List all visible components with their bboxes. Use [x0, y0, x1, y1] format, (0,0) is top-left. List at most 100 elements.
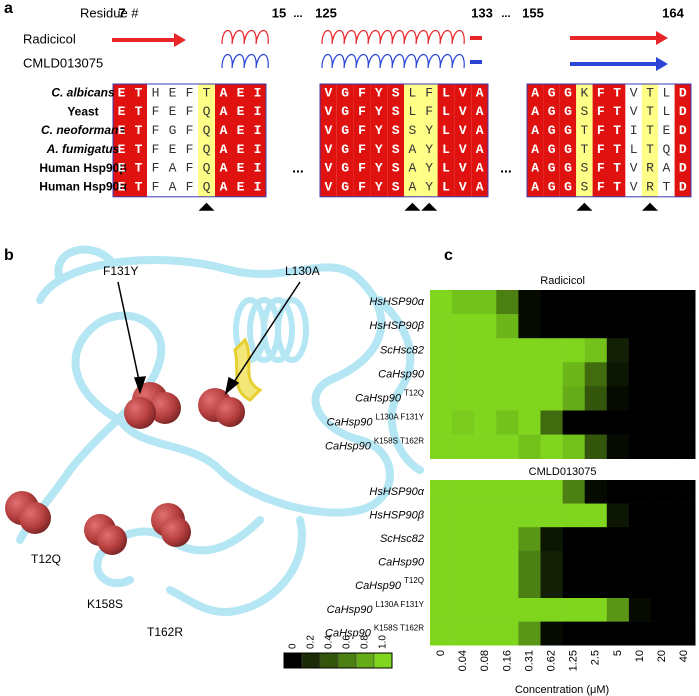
heatmap-cell: [518, 434, 541, 459]
heatmap-cell: [430, 480, 453, 504]
heatmap-cell: [452, 290, 475, 315]
alignment-cell: [249, 84, 266, 197]
heatmap-cell: [474, 290, 497, 315]
heatmap-cell: [628, 550, 652, 575]
heatmap-cell: [518, 621, 541, 646]
helix: [221, 53, 269, 69]
x-tick-label: 0.04: [457, 650, 469, 671]
alignment-cell: [232, 84, 249, 197]
conserved-arrow: [576, 202, 593, 211]
x-tick-label: 2.5: [590, 650, 602, 665]
heatmap-cell: [673, 338, 696, 363]
heatmap-cell: [651, 338, 674, 363]
heatmap-cell: [651, 410, 674, 435]
heatmap-cell: [628, 314, 652, 339]
colorbar-block: [355, 652, 375, 669]
row-name: HsHSP90α: [369, 486, 424, 498]
heatmap-cell: [606, 314, 630, 339]
heatmap-cell: [651, 550, 674, 575]
heatmap-cell: [452, 386, 475, 411]
heatmap-cell: [651, 386, 674, 411]
heatmap-cell: [562, 574, 585, 599]
row-label: ScHsc82: [380, 344, 424, 356]
mutation-label: F131Y: [103, 264, 138, 278]
alignment-cell: [609, 84, 626, 197]
heatmap-cell: [540, 434, 563, 459]
heatmap-cell: [474, 362, 497, 387]
row-label: HsHSP90β: [369, 509, 424, 521]
alignment-border: [112, 83, 267, 198]
heatmap-cell: [584, 598, 608, 622]
heatmap-cell: [540, 598, 563, 622]
alignment-cell: [543, 84, 560, 197]
heatmap-cell: [673, 527, 696, 552]
alignment-cell: [641, 84, 659, 197]
heatmap-cell: [606, 410, 630, 435]
heatmap-cell: [430, 290, 453, 315]
heatmap-cell: [452, 503, 475, 528]
colorbar-block: [337, 652, 357, 669]
species-name: C. albicans: [51, 86, 115, 100]
colorbar-block: [283, 652, 303, 669]
heatmap-cell: [584, 410, 608, 435]
colorbar-label: 1.0: [378, 635, 389, 649]
row-name: ScHsc82: [380, 533, 424, 545]
heatmap-cell: [540, 574, 563, 599]
separator: ...: [500, 159, 512, 175]
conserved-arrow: [404, 202, 421, 211]
heatmap-cell: [518, 503, 541, 528]
heatmap-cell: [562, 434, 585, 459]
row-mutation: K158S T162R: [374, 437, 424, 446]
heatmap-cell: [540, 550, 563, 575]
row-name: HsHSP90α: [369, 296, 424, 308]
row-label: CaHsp90 K158S T162R: [325, 624, 424, 640]
residue-number: 164: [662, 5, 684, 20]
heatmap-cell: [673, 621, 696, 646]
alignment-cell: [181, 84, 198, 197]
alignment-cell: [658, 84, 675, 197]
row-mutation: L130A F131Y: [376, 413, 425, 422]
heatmap-cell: [430, 503, 453, 528]
row-label: CaHsp90 L130A F131Y: [327, 600, 425, 616]
heatmap-title: CMLD013075: [529, 466, 597, 478]
row-name: ScHsc82: [380, 344, 424, 356]
heatmap-cell: [651, 434, 674, 459]
heatmap-cell: [540, 480, 563, 504]
heatmap-cell: [474, 338, 497, 363]
alignment-cell: [320, 84, 337, 197]
heatmap-cell: [496, 550, 519, 575]
colorbar-label: 0.4: [324, 635, 335, 649]
heatmap-cell: [606, 598, 630, 622]
heatmap-cell: [452, 574, 475, 599]
heatmap-cell: [651, 503, 674, 528]
heatmap-cell: [584, 386, 608, 411]
heatmap-cell: [518, 362, 541, 387]
heatmap-cell: [540, 362, 563, 387]
heatmap-cell: [584, 503, 608, 528]
species-name: A. fumigatus: [46, 142, 120, 156]
separator: ...: [501, 8, 510, 20]
heatmap-cell: [562, 338, 585, 363]
heatmap-cell: [518, 527, 541, 552]
heatmap-cell: [606, 574, 630, 599]
residue-number: 15: [272, 5, 286, 20]
heatmap-cell: [452, 410, 475, 435]
alignment-cell: [559, 84, 577, 197]
heatmap-cell: [430, 362, 453, 387]
row-label: HsHSP90α: [369, 486, 424, 498]
heatmap-cell: [673, 386, 696, 411]
row-name: CaHsp90: [325, 627, 372, 639]
heatmap-cell: [474, 621, 497, 646]
heatmap-cell: [584, 574, 608, 599]
heatmap-cell: [628, 290, 652, 315]
panel-label: a: [4, 0, 13, 17]
